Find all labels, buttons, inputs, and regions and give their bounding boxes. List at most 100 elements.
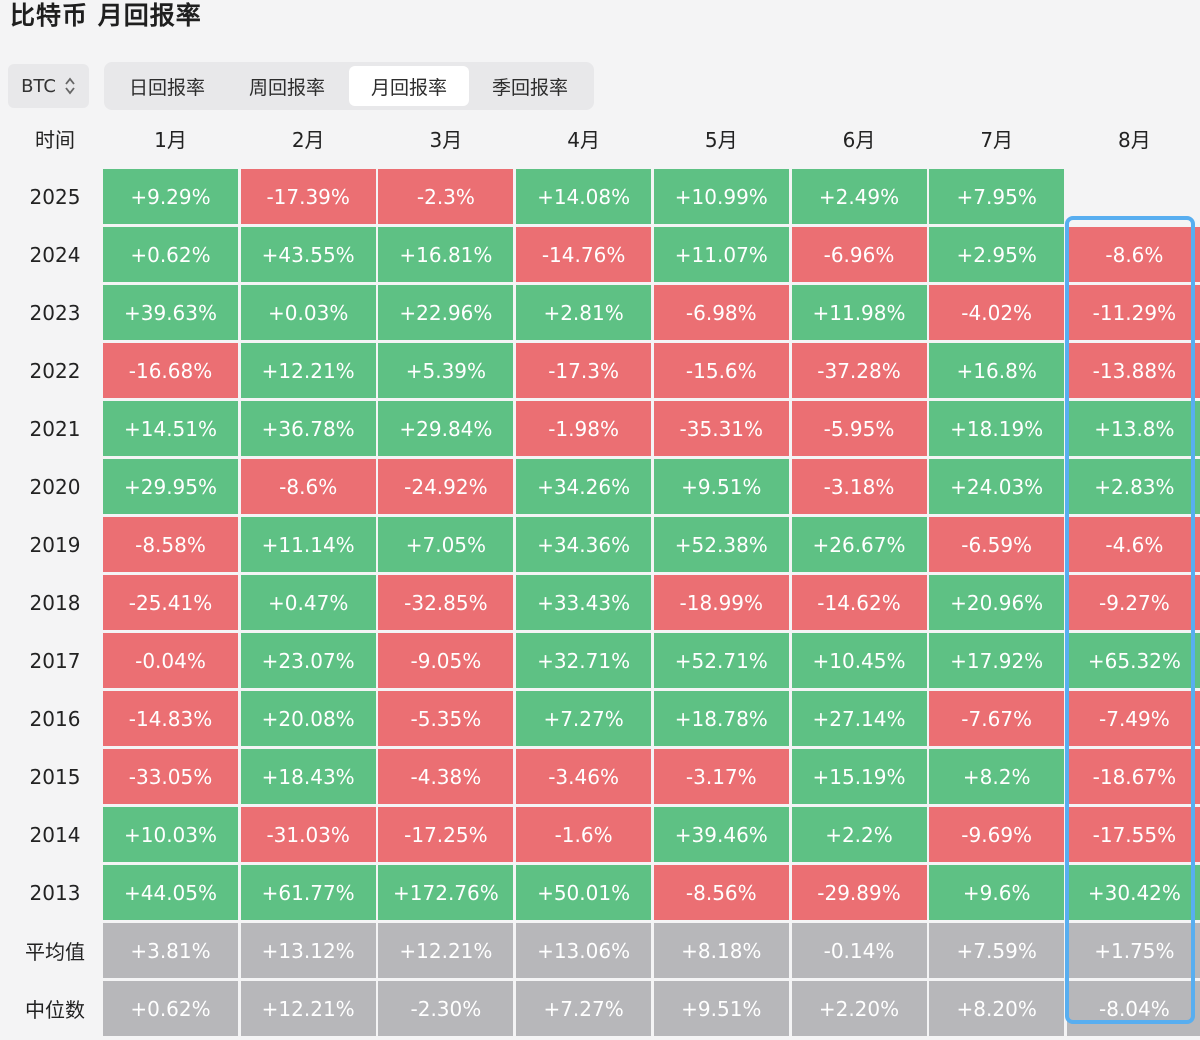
return-cell: -37.28%	[791, 343, 927, 398]
return-cell: +14.51%	[103, 401, 238, 456]
return-cell: +18.78%	[653, 691, 789, 746]
column-header: 5月	[704, 127, 738, 152]
return-cell: +50.01%	[516, 865, 652, 920]
return-cell: -8.6%	[240, 459, 376, 514]
summary-cell: +12.21%	[378, 923, 514, 978]
return-cell: +29.95%	[103, 459, 238, 514]
return-cell: +2.2%	[791, 807, 927, 862]
return-cell: -8.58%	[103, 517, 238, 572]
tab-daily-return[interactable]: 日回报率	[128, 76, 205, 99]
return-cell: +32.71%	[516, 633, 652, 688]
year-label: 2022	[29, 358, 81, 383]
return-cell: -17.55%	[1066, 807, 1200, 862]
column-header: 4月	[567, 127, 600, 152]
return-cell: -16.68%	[103, 343, 238, 398]
return-cell: +11.98%	[791, 285, 927, 340]
return-cell: +9.6%	[929, 865, 1065, 920]
summary-row-label: 中位数	[25, 998, 85, 1022]
return-cell: +33.43%	[516, 575, 652, 630]
return-cell: -11.29%	[1066, 285, 1200, 340]
return-cell: -5.35%	[378, 691, 514, 746]
return-cell: +2.81%	[516, 285, 652, 340]
return-cell: +27.14%	[791, 691, 927, 746]
year-label: 2021	[29, 416, 81, 441]
return-cell: -32.85%	[378, 575, 514, 630]
column-header: 3月	[429, 127, 463, 152]
column-header: 2月	[291, 127, 325, 152]
column-header: 1月	[154, 127, 187, 152]
return-cell: +18.43%	[240, 749, 376, 804]
summary-cell: -0.14%	[791, 923, 927, 978]
return-cell: -0.04%	[103, 633, 238, 688]
summary-cell: +9.51%	[653, 981, 789, 1036]
year-label: 2018	[29, 590, 81, 615]
column-header: 6月	[842, 127, 876, 152]
year-label: 2017	[29, 648, 81, 673]
asset-select[interactable]: BTC	[8, 64, 89, 108]
return-cell: +30.42%	[1066, 865, 1200, 920]
return-cell: -15.6%	[653, 343, 789, 398]
return-cell: +0.47%	[240, 575, 376, 630]
return-cell: -18.67%	[1066, 749, 1200, 804]
return-cell: +7.95%	[929, 169, 1065, 224]
summary-cell: +13.06%	[516, 923, 652, 978]
tab-weekly-return[interactable]: 周回报率	[248, 76, 325, 99]
return-cell: +24.03%	[929, 459, 1065, 514]
return-cell: -7.49%	[1066, 691, 1200, 746]
return-cell: -4.6%	[1066, 517, 1200, 572]
return-cell: -25.41%	[103, 575, 238, 630]
return-cell: +9.29%	[103, 169, 238, 224]
tab-quarterly-return[interactable]: 季回报率	[491, 76, 568, 99]
return-cell: +2.95%	[929, 227, 1065, 282]
tab-monthly-return[interactable]: 月回报率	[349, 66, 469, 106]
year-label: 2015	[29, 764, 81, 789]
summary-cell: -8.04%	[1066, 981, 1200, 1036]
return-cell: +14.08%	[516, 169, 652, 224]
return-cell: +18.19%	[929, 401, 1065, 456]
return-cell: +9.51%	[653, 459, 789, 514]
return-cell: +17.92%	[929, 633, 1065, 688]
return-cell: -2.3%	[378, 169, 514, 224]
return-cell: +20.96%	[929, 575, 1065, 630]
return-cell: +29.84%	[378, 401, 514, 456]
column-header: 8月	[1118, 127, 1151, 152]
return-cell: +7.27%	[516, 691, 652, 746]
return-cell: +34.36%	[516, 517, 652, 572]
return-cell: +8.2%	[929, 749, 1065, 804]
return-cell: +172.76%	[378, 865, 514, 920]
return-cell: +39.63%	[103, 285, 238, 340]
return-cell: -4.02%	[929, 285, 1065, 340]
return-cell: -17.39%	[240, 169, 376, 224]
period-tabs: 日回报率 周回报率 月回报率 季回报率	[104, 62, 594, 110]
return-cell: +0.03%	[240, 285, 376, 340]
return-cell: +13.8%	[1066, 401, 1200, 456]
return-cell: +39.46%	[653, 807, 789, 862]
return-cell: -1.6%	[516, 807, 652, 862]
return-cell: +16.8%	[929, 343, 1065, 398]
year-label: 2023	[29, 300, 81, 325]
return-cell: -9.05%	[378, 633, 514, 688]
return-cell: +11.07%	[653, 227, 789, 282]
return-cell: -4.38%	[378, 749, 514, 804]
summary-cell: +13.12%	[240, 923, 376, 978]
return-cell: +15.19%	[791, 749, 927, 804]
return-cell: -9.69%	[929, 807, 1065, 862]
summary-cell: +7.27%	[516, 981, 652, 1036]
summary-cell: +2.20%	[791, 981, 927, 1036]
asset-select-value: BTC	[21, 75, 56, 97]
summary-cell: +1.75%	[1066, 923, 1200, 978]
summary-cell: +12.21%	[240, 981, 376, 1036]
return-cell: -7.67%	[929, 691, 1065, 746]
return-cell: +16.81%	[378, 227, 514, 282]
return-cell: +5.39%	[378, 343, 514, 398]
return-cell: +7.05%	[378, 517, 514, 572]
return-cell: -3.18%	[791, 459, 927, 514]
return-cell: +2.49%	[791, 169, 927, 224]
return-cell: +61.77%	[240, 865, 376, 920]
year-label: 2025	[29, 184, 81, 209]
summary-row-label: 平均值	[25, 940, 85, 964]
return-cell: -8.56%	[653, 865, 789, 920]
return-cell: -6.96%	[791, 227, 927, 282]
return-cell: +10.99%	[653, 169, 789, 224]
return-cell: +44.05%	[103, 865, 238, 920]
